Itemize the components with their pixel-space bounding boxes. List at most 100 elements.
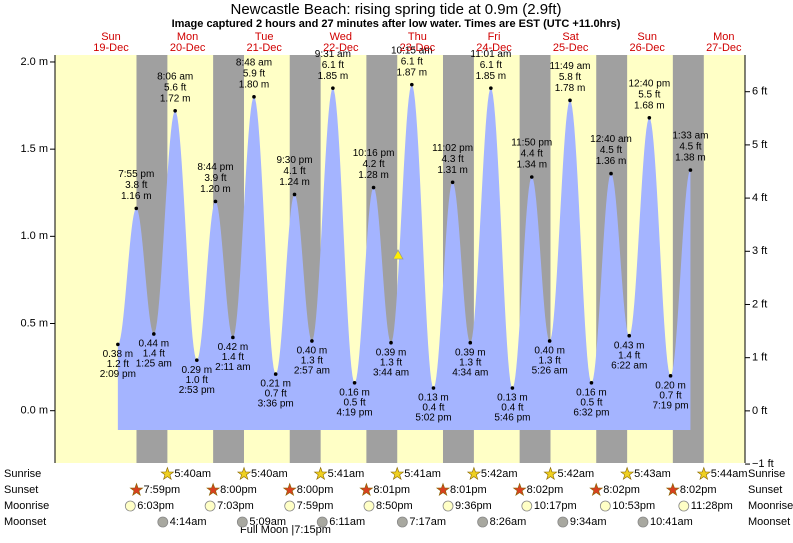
day-name: Wed: [330, 31, 352, 43]
extreme-label: 0.40 m: [297, 346, 328, 357]
extreme-label: 0.5 ft: [580, 397, 602, 408]
sunset-time: 8:02pm: [680, 484, 717, 496]
day-date: 24-Dec: [476, 42, 512, 54]
extreme-label: 1.3 ft: [459, 357, 481, 368]
tide-extreme: [134, 206, 139, 211]
moonset-icon: [316, 516, 328, 528]
y2-tick-label: 6 ft: [752, 86, 767, 98]
extreme-label: 11:49 am: [550, 61, 591, 72]
moonset-time: 5:09am: [249, 516, 286, 528]
extreme-label: 10:16 pm: [353, 148, 395, 159]
sunrise-time: 5:40am: [251, 468, 288, 480]
extreme-label: 1.85 m: [318, 71, 349, 82]
extreme-label: 11:50 pm: [511, 138, 552, 149]
tide-extreme: [668, 374, 673, 378]
sunrise-time: 5:44am: [711, 468, 748, 480]
y-tick-label: 0.0 m: [20, 405, 48, 417]
row-label: Sunset: [4, 484, 38, 496]
extreme-label: 1.85 m: [476, 71, 507, 82]
y2-tick-label: 3 ft: [752, 245, 767, 257]
extreme-label: 0.7 ft: [265, 389, 287, 400]
extreme-label: 1:25 am: [136, 359, 172, 370]
foreground: 0.38 m1.2 ft2:09 pm 7:55 pm3.8 ft1.16 m 0.…: [100, 45, 709, 423]
extreme-label: 0.40 m: [534, 346, 565, 357]
extreme-label: 3.8 ft: [125, 180, 147, 191]
day-date: 25-Dec: [553, 42, 589, 54]
extreme-label: 4.5 ft: [600, 145, 622, 156]
tide-extreme: [371, 185, 376, 190]
day-date: 23-Dec: [400, 42, 436, 54]
day-name: Thu: [408, 31, 427, 43]
extreme-label: 0.39 m: [376, 347, 407, 358]
day-name: Fri: [488, 31, 501, 43]
moonrise-icon: [124, 500, 136, 512]
tide-extreme: [568, 98, 572, 103]
extreme-label: 12:40 pm: [628, 78, 670, 89]
extreme-label: 1.87 m: [397, 67, 428, 78]
extreme-label: 1.16 m: [121, 191, 152, 202]
day-name: Sat: [562, 31, 579, 43]
extreme-label: 1.24 m: [279, 177, 310, 188]
extreme-label: 7:19 pm: [652, 400, 688, 411]
extreme-label: 4.5 ft: [679, 142, 701, 153]
extreme-label: 8:48 am: [236, 57, 272, 68]
sunrise-time: 5:41am: [404, 468, 441, 480]
y-tick-label: 1.5 m: [20, 143, 48, 155]
moonrise-icon: [284, 500, 296, 512]
moonset-icon: [236, 516, 248, 528]
moonrise-time: 10:17pm: [534, 500, 577, 512]
tide-extreme: [647, 115, 652, 120]
sunrise-time: 5:41am: [328, 468, 365, 480]
moonset-time: 10:41am: [650, 516, 693, 528]
sunset-time: 8:00pm: [297, 484, 334, 496]
tide-extreme: [173, 108, 177, 113]
tide-extreme: [292, 192, 297, 197]
extreme-label: 2:09 pm: [100, 369, 136, 380]
extreme-label: 5.5 ft: [638, 89, 660, 100]
extreme-label: 0.42 m: [218, 342, 249, 353]
extreme-label: 10:15 am: [391, 45, 433, 56]
extreme-label: 1.3 ft: [380, 357, 402, 368]
extreme-label: 1.20 m: [200, 184, 231, 195]
extreme-label: 4.4 ft: [521, 149, 543, 160]
extreme-label: 1.36 m: [596, 156, 627, 167]
extreme-label: 0.21 m: [260, 379, 291, 390]
row-label-right: Moonrise: [748, 500, 793, 512]
sunset-icon: [435, 482, 451, 497]
extreme-label: 3:36 pm: [258, 399, 294, 410]
tide-extreme: [310, 339, 314, 343]
extreme-label: 1.80 m: [239, 79, 270, 90]
y2-tick-label: 2 ft: [752, 298, 767, 310]
day-date: 27-Dec: [706, 42, 742, 54]
moonrise-time: 11:28pm: [691, 500, 733, 512]
extreme-label: 0.44 m: [139, 339, 170, 350]
sunset-icon: [665, 482, 680, 497]
moonrise-time: 8:50pm: [376, 500, 413, 512]
extreme-label: 5:26 am: [532, 366, 568, 377]
extreme-label: 1.31 m: [437, 165, 468, 176]
extreme-label: 0.4 ft: [501, 403, 523, 414]
extreme-label: 4.2 ft: [362, 159, 384, 170]
y2-tick-label: 0 ft: [752, 405, 767, 417]
sunset-icon: [589, 482, 604, 497]
tide-extreme: [589, 380, 594, 385]
sunrise-icon: [620, 466, 635, 481]
extreme-label: 1.72 m: [160, 93, 191, 104]
tide-extreme: [450, 180, 455, 185]
moonset-icon: [157, 516, 169, 528]
day-name: Mon: [713, 31, 734, 43]
extreme-label: 0.20 m: [655, 380, 686, 391]
extreme-label: 0.29 m: [182, 365, 213, 376]
extreme-label: 6.1 ft: [401, 56, 423, 67]
extreme-label: 11:01 am: [470, 49, 511, 60]
sunrise-icon: [160, 466, 175, 481]
extreme-label: 3.9 ft: [204, 173, 226, 184]
y-tick-label: 1.0 m: [20, 230, 48, 242]
extreme-label: 1.28 m: [358, 170, 389, 181]
extreme-label: 0.16 m: [339, 387, 370, 398]
day-date: 22-Dec: [323, 42, 359, 54]
extreme-label: 5.8 ft: [559, 72, 581, 83]
tide-area-group: [117, 84, 691, 430]
extreme-label: 2:11 am: [215, 362, 250, 373]
